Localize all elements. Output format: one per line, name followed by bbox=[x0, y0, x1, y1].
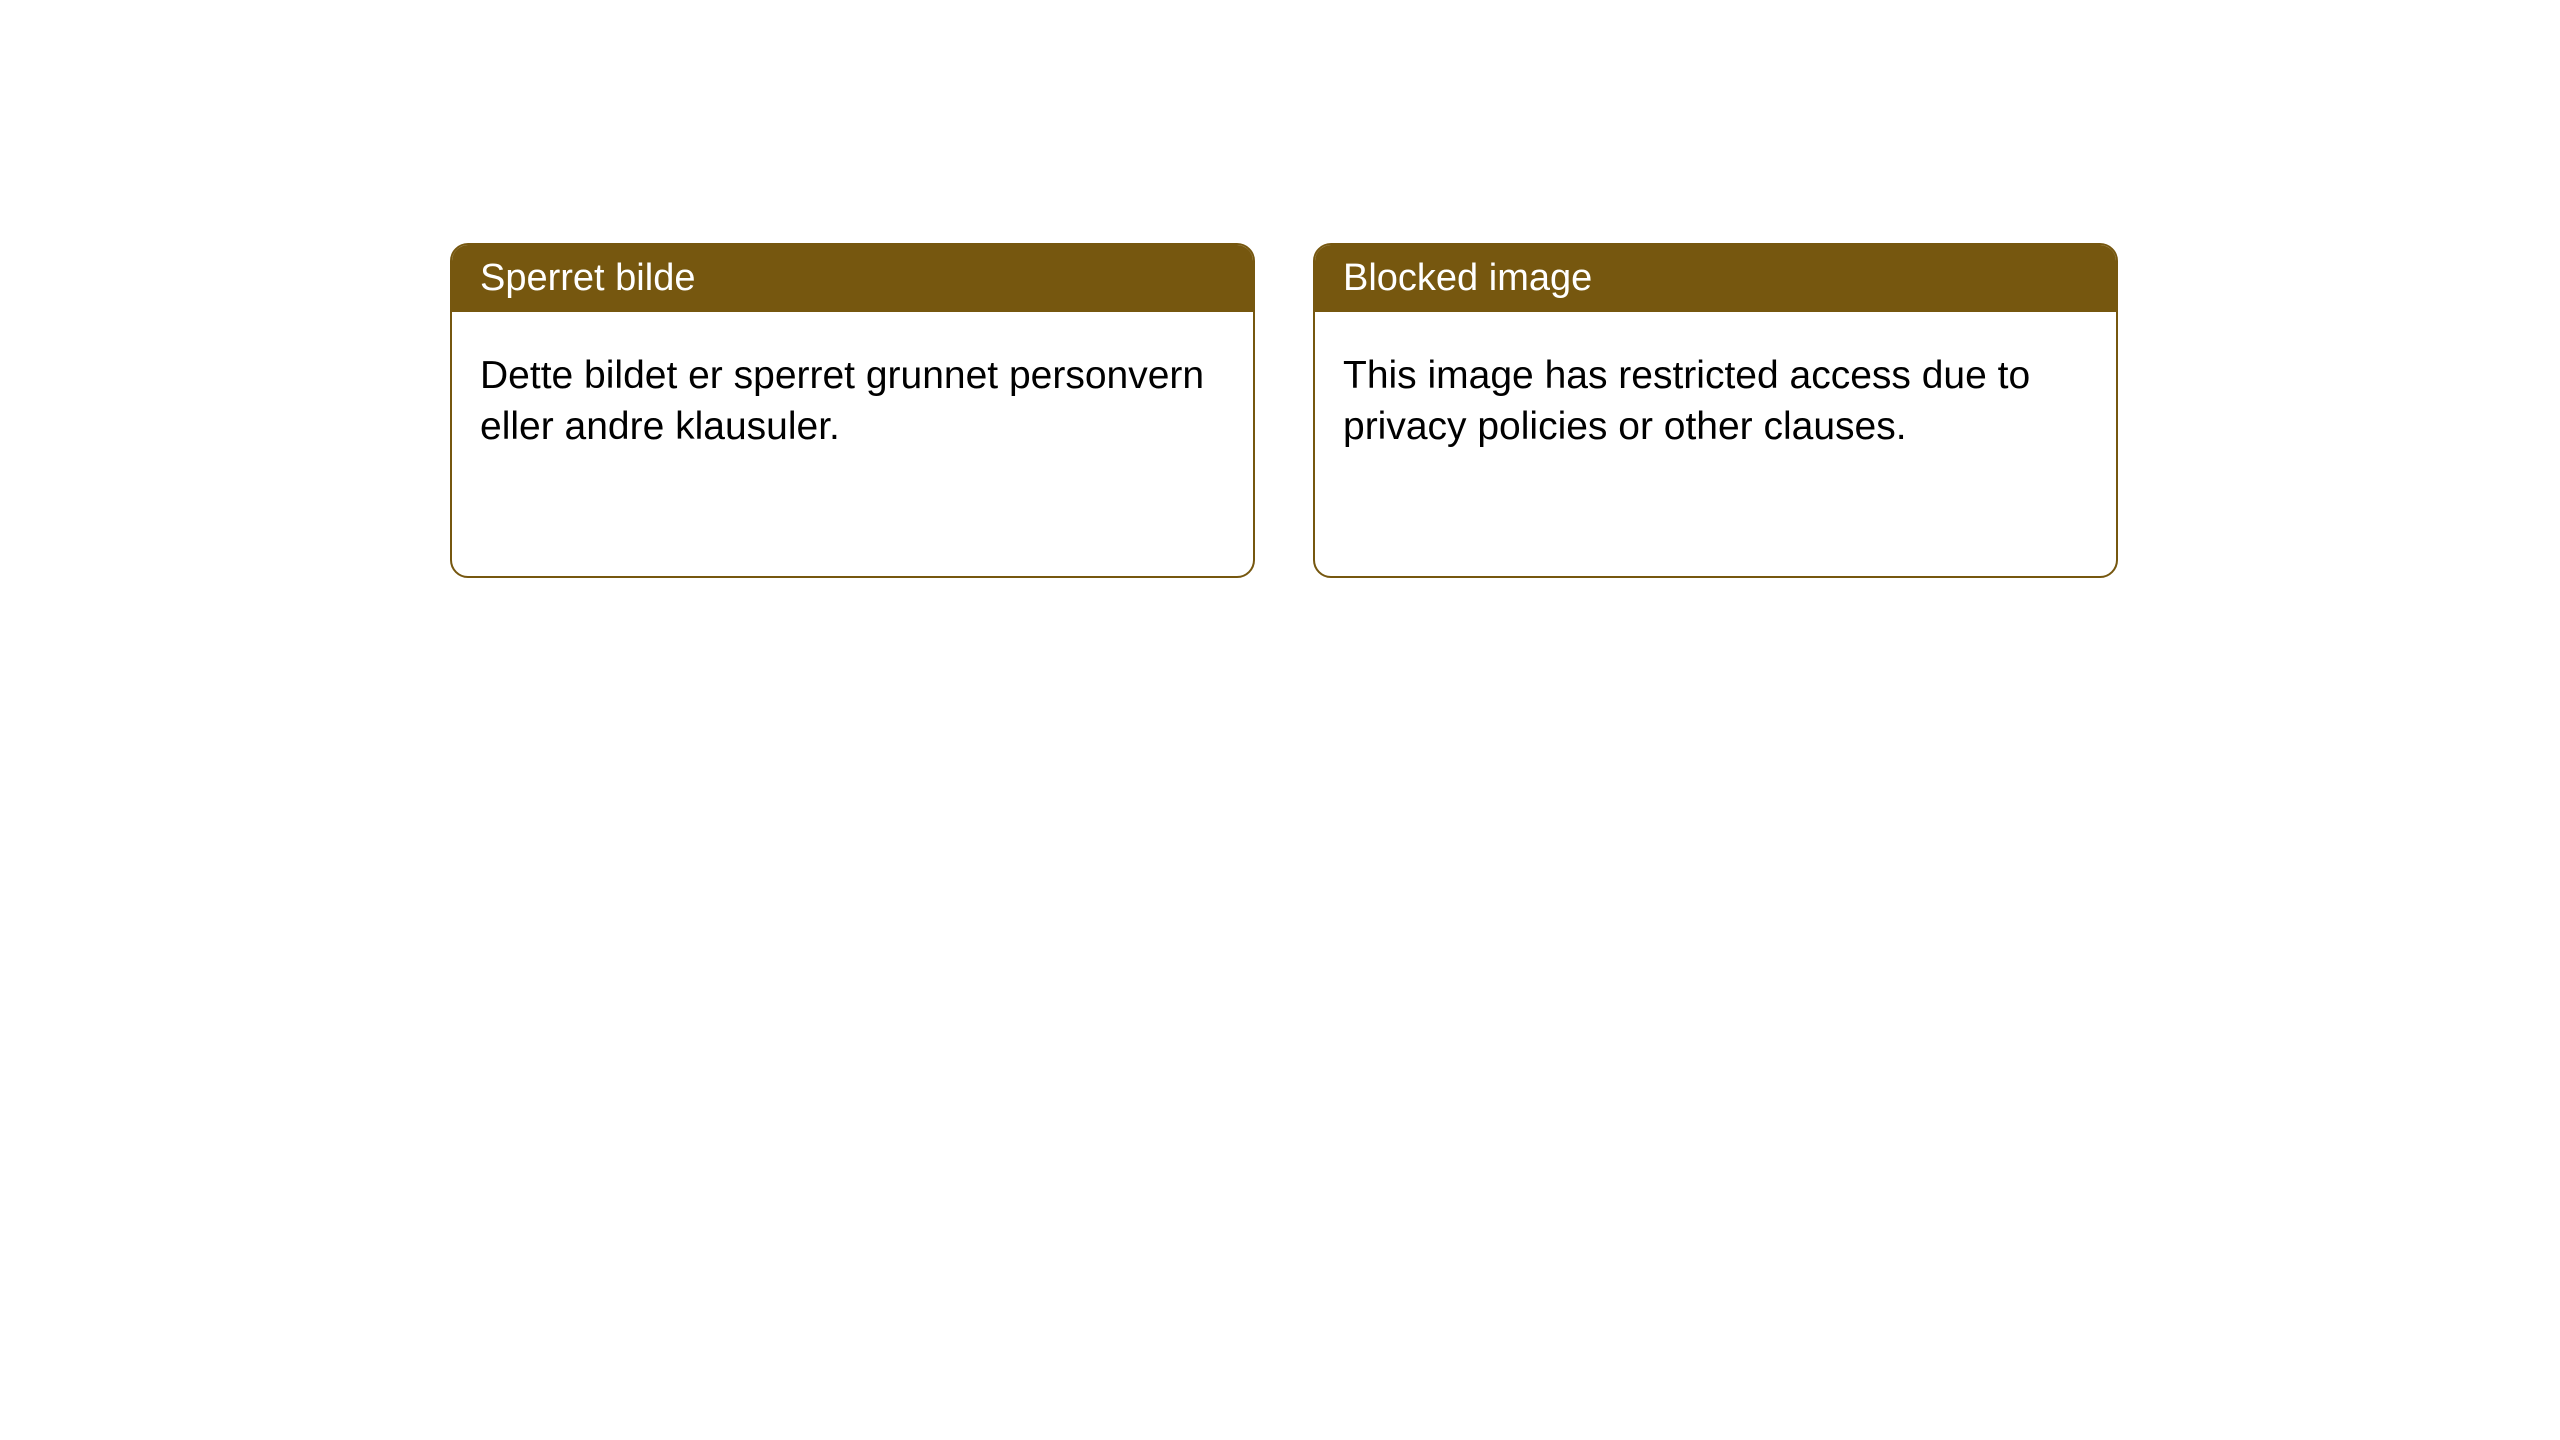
notice-card-container: Sperret bilde Dette bildet er sperret gr… bbox=[0, 0, 2560, 578]
card-title: Sperret bilde bbox=[480, 257, 695, 299]
card-title: Blocked image bbox=[1343, 257, 1592, 299]
card-header: Blocked image bbox=[1315, 245, 2116, 312]
card-header: Sperret bilde bbox=[452, 245, 1253, 312]
card-body-text: This image has restricted access due to … bbox=[1343, 354, 2030, 448]
notice-card-norwegian: Sperret bilde Dette bildet er sperret gr… bbox=[450, 243, 1255, 578]
card-body: Dette bildet er sperret grunnet personve… bbox=[452, 312, 1253, 491]
notice-card-english: Blocked image This image has restricted … bbox=[1313, 243, 2118, 578]
card-body-text: Dette bildet er sperret grunnet personve… bbox=[480, 354, 1204, 448]
card-body: This image has restricted access due to … bbox=[1315, 312, 2116, 491]
